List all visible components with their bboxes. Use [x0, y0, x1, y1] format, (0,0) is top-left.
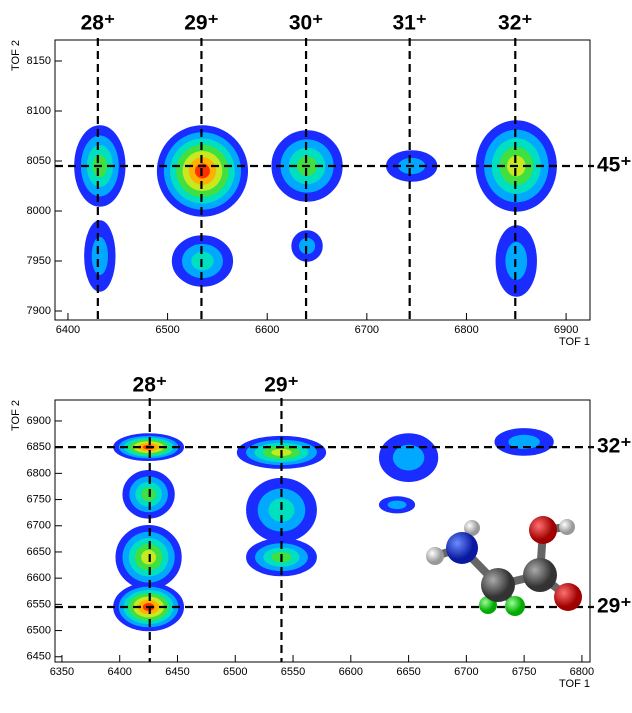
y-tick-label: 6650 [27, 546, 51, 558]
y-tick-label: 6700 [27, 520, 51, 532]
y-tick-label: 6750 [27, 493, 51, 505]
x-tick-label: 6600 [255, 324, 279, 336]
x-tick-label: 6750 [512, 666, 536, 678]
x-tick-label: 6450 [165, 666, 189, 678]
charge-label: 31⁺ [392, 12, 426, 35]
y-tick-label: 7900 [27, 305, 51, 317]
x-tick-label: 6800 [570, 666, 594, 678]
island [246, 477, 317, 543]
y-tick-label: 8150 [27, 55, 51, 67]
y-tick-label: 8000 [27, 205, 51, 217]
x-tick-label: 6700 [454, 666, 478, 678]
y-axis-label: TOF 2 [10, 400, 22, 431]
charge-label: 29⁺ [597, 595, 631, 618]
island [378, 433, 439, 482]
charge-label: 32⁺ [498, 12, 532, 35]
y-tick-label: 6850 [27, 441, 51, 453]
charge-label: 28⁺ [133, 374, 167, 397]
island [494, 428, 554, 456]
plot-frame [54, 39, 591, 321]
islands [74, 120, 557, 297]
contour-level [387, 500, 407, 510]
plot-frame [54, 399, 591, 663]
x-tick-label: 6350 [50, 666, 74, 678]
charge-label: 45⁺ [597, 154, 631, 177]
charge-label: 30⁺ [289, 12, 323, 35]
island [84, 220, 116, 292]
x-axis-label: TOF 1 [559, 336, 590, 348]
x-tick-label: 6600 [339, 666, 363, 678]
contour-level [508, 434, 540, 450]
plots: 6400 6500 6600 6700 6800 6900 7900 7950 8000 8050… [10, 12, 632, 690]
contour-level [91, 236, 108, 276]
island [378, 496, 416, 514]
island [115, 525, 182, 590]
y-tick-label: 6900 [27, 415, 51, 427]
contour-level [141, 549, 157, 565]
contour-level [392, 444, 425, 471]
y-tick-label: 8100 [27, 105, 51, 117]
y-tick-label: 6800 [27, 467, 51, 479]
y-axis-label: TOF 2 [10, 40, 22, 71]
x-tick-label: 6500 [155, 324, 179, 336]
y-tick-label: 6450 [27, 651, 51, 663]
x-tick-label: 6700 [355, 324, 379, 336]
charge-label: 29⁺ [264, 374, 298, 397]
x-axis-label: TOF 1 [559, 678, 590, 690]
x-tick-label: 6550 [281, 666, 305, 678]
contour-level [141, 487, 156, 502]
charge-label: 29⁺ [184, 12, 218, 35]
x-tick-label: 6400 [56, 324, 80, 336]
x-tick-label: 6650 [396, 666, 420, 678]
y-tick-label: 7950 [27, 255, 51, 267]
charge-label: 32⁺ [597, 435, 631, 458]
y-tick-label: 6550 [27, 598, 51, 610]
molecule [426, 516, 582, 616]
islands [113, 428, 554, 632]
x-tick-label: 6800 [454, 324, 478, 336]
contour-plot: 6400 6500 6600 6700 6800 6900 7900 7950 8000 8050… [10, 12, 632, 348]
x-tick-label: 6900 [554, 324, 578, 336]
x-tick-label: 6400 [107, 666, 131, 678]
island [122, 469, 175, 519]
y-tick-label: 6500 [27, 624, 51, 636]
y-tick-label: 6600 [27, 572, 51, 584]
charge-label: 28⁺ [81, 12, 115, 35]
x-tick-label: 6500 [223, 666, 247, 678]
y-tick-label: 8050 [27, 155, 51, 167]
contour-plot: 6350 6400 6450 6500 6550 6600 6650 6700 6750 6800… [10, 374, 632, 690]
contour-level [268, 498, 295, 522]
